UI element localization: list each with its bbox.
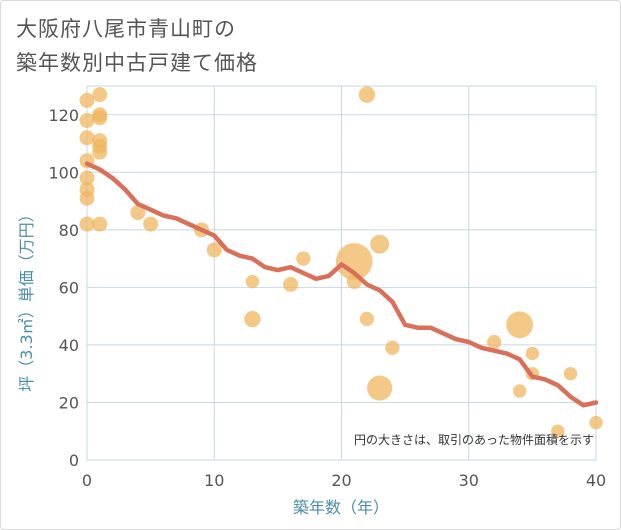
data-point <box>525 346 540 361</box>
data-point <box>79 113 95 129</box>
data-point <box>563 366 578 381</box>
data-points <box>79 86 603 438</box>
data-point <box>589 415 603 430</box>
data-point <box>551 424 565 438</box>
data-point <box>335 243 373 280</box>
x-tick-label: 30 <box>459 471 479 490</box>
data-point <box>512 384 527 398</box>
trend-line <box>84 161 599 408</box>
y-tick-label: 80 <box>59 221 79 240</box>
data-point <box>358 86 376 103</box>
data-point <box>92 110 108 126</box>
data-point <box>487 334 502 350</box>
y-tick-label: 20 <box>59 393 79 412</box>
data-point <box>92 216 108 232</box>
data-point <box>79 92 95 108</box>
data-point <box>206 242 222 258</box>
data-point <box>92 144 108 160</box>
data-point <box>367 375 393 401</box>
y-tick-label: 0 <box>69 451 79 470</box>
data-point <box>143 216 159 232</box>
x-tick-label: 20 <box>331 471 351 490</box>
x-tick-label: 0 <box>82 471 92 490</box>
y-tick-label: 40 <box>59 336 79 355</box>
data-point <box>79 216 95 232</box>
y-axis-label: 坪（3.3㎡）単価（万円） <box>17 206 36 391</box>
chart-title-line-2: 築年数別中古戸建て価格 <box>16 51 258 75</box>
axes: 0 10 20 30 40 0 20 40 60 80 100 120 <box>48 106 606 490</box>
data-point <box>92 87 108 103</box>
x-axis-label: 築年数（年） <box>293 498 389 517</box>
data-point <box>245 274 260 289</box>
data-point <box>506 311 534 339</box>
y-tick-label: 120 <box>48 106 79 125</box>
data-point <box>296 251 311 266</box>
chart-title-line-1: 大阪府八尾市青山町の <box>16 17 236 41</box>
trend-path <box>84 161 599 408</box>
chart-title: 大阪府八尾市青山町の 築年数別中古戸建て価格 <box>16 12 258 80</box>
data-point <box>283 277 299 293</box>
data-point <box>79 190 95 206</box>
data-point <box>79 130 95 146</box>
data-point <box>79 170 95 186</box>
data-point <box>130 205 146 221</box>
y-tick-label: 100 <box>48 163 79 182</box>
x-tick-label: 10 <box>204 471 224 490</box>
size-note: 円の大きさは、取引のあった物件面積を示す <box>354 432 594 447</box>
data-point <box>244 310 261 328</box>
data-point <box>370 234 390 254</box>
data-point <box>385 340 400 355</box>
data-point <box>359 311 375 327</box>
y-tick-label: 60 <box>59 278 79 297</box>
x-tick-label: 40 <box>586 471 606 490</box>
grid <box>86 85 597 461</box>
